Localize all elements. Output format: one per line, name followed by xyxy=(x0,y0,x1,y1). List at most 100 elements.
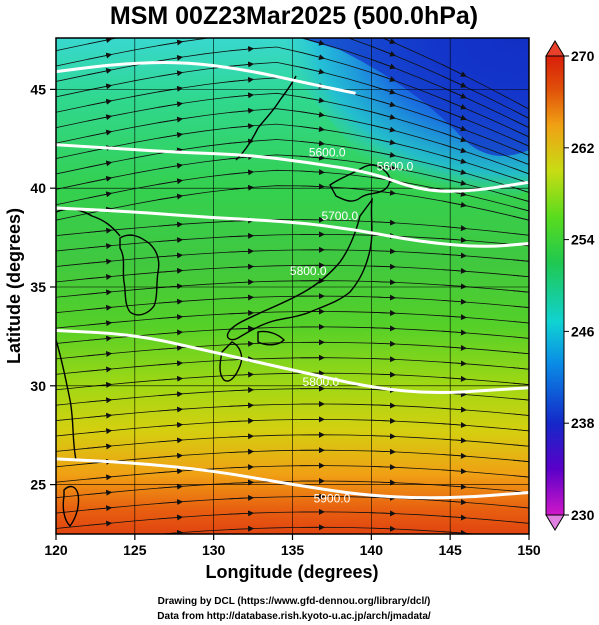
streamline-arrow xyxy=(158,314,184,321)
streamline-arrow xyxy=(88,24,112,29)
streamline-arrow xyxy=(371,325,396,332)
streamline-arrow xyxy=(87,191,113,199)
y-tick-label: 35 xyxy=(30,279,46,295)
streamline-arrow xyxy=(229,325,255,332)
x-tick-label: 130 xyxy=(202,542,226,558)
streamline-arrow xyxy=(513,109,529,119)
streamline-arrow xyxy=(158,468,184,475)
streamline-arrow xyxy=(229,402,255,409)
streamline-arrow xyxy=(371,150,396,158)
streamline-arrow xyxy=(158,221,184,228)
coastline-korea xyxy=(119,234,160,316)
streamline-arrow xyxy=(158,375,184,382)
streamline-arrow xyxy=(513,521,529,524)
streamline-arrow xyxy=(513,100,529,110)
streamline-arrow xyxy=(300,169,325,176)
colorbar-max-arrow xyxy=(545,40,565,57)
y-tick-label: 45 xyxy=(30,81,46,97)
streamline-arrow xyxy=(229,525,255,532)
x-tick-label: 145 xyxy=(438,542,462,558)
streamline-arrow xyxy=(513,475,529,478)
streamline-arrow xyxy=(87,335,113,342)
streamline-arrow xyxy=(229,138,255,145)
streamline-arrow xyxy=(442,166,467,175)
streamline-arrow xyxy=(371,45,396,57)
coastline-kyushu xyxy=(219,341,243,382)
contour-label: 5700.0 xyxy=(321,209,358,223)
streamline-arrow xyxy=(371,525,396,532)
streamline-arrow xyxy=(229,448,255,455)
streamline-arrow xyxy=(300,111,325,118)
streamline-arrow xyxy=(158,162,184,170)
streamline-arrow xyxy=(513,119,529,129)
streamline-arrow xyxy=(442,252,467,259)
credit-drawing: Drawing by DCL (https://www.gfd-dennou.o… xyxy=(158,596,431,607)
streamline-arrow xyxy=(88,539,112,541)
colorbar-scale xyxy=(545,55,565,516)
streamline-arrow xyxy=(300,154,325,161)
streamline-arrow xyxy=(371,340,396,347)
streamline-arrow xyxy=(371,448,396,455)
streamline-arrow xyxy=(87,412,113,419)
coastline-hokkaido xyxy=(329,164,391,202)
streamline-arrow xyxy=(229,387,255,394)
streamline-arrow xyxy=(442,109,467,121)
streamline-arrow xyxy=(513,305,529,308)
streamline-arrow xyxy=(158,39,184,46)
colorbar-tick-label: 270 xyxy=(571,48,595,64)
streamline-arrow xyxy=(513,321,529,324)
streamline-arrow xyxy=(158,237,184,244)
streamline-arrow xyxy=(87,320,113,327)
x-tick-label: 135 xyxy=(281,542,305,558)
streamline-arrow xyxy=(513,398,529,401)
coastline-sakhalin-hokkaido xyxy=(235,75,297,161)
streamline-arrow xyxy=(87,68,113,76)
streamline-arrow xyxy=(371,402,396,409)
streamline-arrow xyxy=(158,85,184,93)
streamline-arrow xyxy=(158,54,184,62)
coastline-honshu xyxy=(226,197,374,341)
streamline-arrow xyxy=(229,263,255,270)
streamline-arrow xyxy=(371,464,396,471)
streamline-arrow xyxy=(87,273,113,280)
streamline-arrow xyxy=(371,294,396,301)
streamline-arrow xyxy=(158,178,184,185)
streamline-arrow xyxy=(371,433,396,440)
y-axis-ticks: 25 30 35 40 45 xyxy=(30,81,56,493)
streamline-arrow xyxy=(513,413,529,416)
streamline-arrow xyxy=(442,422,467,429)
y-tick-label: 40 xyxy=(30,180,46,196)
streamline-arrow xyxy=(158,101,184,108)
streamline-arrow xyxy=(87,520,113,527)
streamline-arrow xyxy=(229,61,255,68)
streamline-arrow xyxy=(442,267,467,274)
streamline-arrow xyxy=(513,215,529,221)
cold-core-region xyxy=(300,38,529,156)
streamline-arrow xyxy=(442,177,467,186)
streamline-arrow xyxy=(442,200,467,208)
coastline-china-east xyxy=(56,339,77,461)
contour-label: 5800.0 xyxy=(303,375,340,389)
streamline-arrow xyxy=(229,46,255,53)
streamline-arrow xyxy=(371,279,396,286)
streamline-arrow xyxy=(158,421,184,428)
streamline-arrow xyxy=(87,366,113,373)
streamline-arrow xyxy=(158,70,184,77)
streamline-arrow xyxy=(513,336,529,339)
streamline-arrow xyxy=(513,196,529,203)
streamline-arrow xyxy=(229,92,255,99)
streamline-arrow xyxy=(513,537,537,539)
streamline-arrow xyxy=(442,483,467,490)
streamline-arrow xyxy=(442,237,467,244)
streamline-arrow xyxy=(229,494,255,501)
streamline-arrow xyxy=(442,314,467,321)
streamline-arrow xyxy=(442,529,467,534)
colorbar: 230 238 246 254 262 270 xyxy=(545,40,595,531)
streamline-arrow xyxy=(442,298,467,305)
streamline-arrow xyxy=(513,206,529,212)
streamline-arrow xyxy=(158,437,184,444)
streamline-arrow xyxy=(158,360,184,367)
streamline-arrow xyxy=(87,489,113,496)
streamline-arrow xyxy=(229,464,255,471)
